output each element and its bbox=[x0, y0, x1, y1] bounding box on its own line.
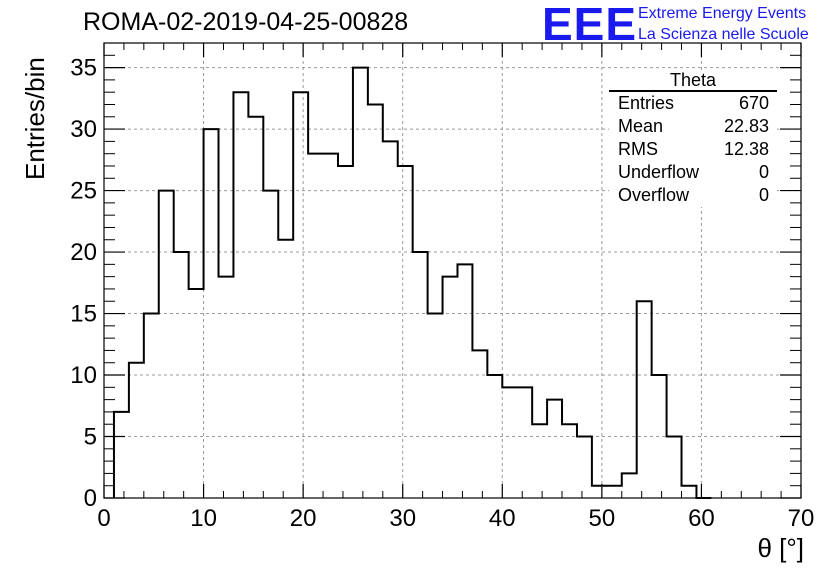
stats-row-entries: Entries 670 bbox=[609, 92, 777, 115]
stats-label: Entries bbox=[618, 93, 675, 113]
stats-value: 22.83 bbox=[723, 116, 769, 136]
histogram-bin bbox=[219, 277, 234, 498]
x-tick-label: 10 bbox=[190, 505, 217, 532]
histogram-bin bbox=[189, 289, 204, 498]
histogram-bin bbox=[517, 387, 532, 498]
histogram-bin bbox=[338, 166, 353, 498]
y-tick-label: 25 bbox=[70, 178, 97, 205]
histogram-bin bbox=[174, 252, 189, 498]
histogram-bin bbox=[368, 104, 383, 498]
y-tick-label: 0 bbox=[84, 485, 97, 512]
logo-line-2: La Scienza nelle Scuole bbox=[638, 26, 809, 43]
histogram-bin bbox=[144, 314, 159, 498]
y-tick-label: 30 bbox=[70, 116, 97, 143]
chart-title: ROMA-02-2019-04-25-00828 bbox=[83, 8, 409, 36]
stats-value: 12.38 bbox=[723, 139, 769, 159]
histogram-bin bbox=[682, 486, 697, 498]
stats-label: Overflow bbox=[618, 185, 690, 205]
stats-value: 0 bbox=[758, 185, 769, 205]
histogram-bin bbox=[248, 117, 263, 498]
histogram-bin bbox=[233, 92, 248, 498]
histogram-bin bbox=[428, 314, 443, 498]
eee-logo: EEE bbox=[542, 0, 638, 50]
y-tick-label: 35 bbox=[70, 55, 97, 82]
histogram-bin bbox=[308, 154, 323, 498]
x-tick-label: 40 bbox=[489, 505, 516, 532]
stats-label: Mean bbox=[618, 116, 664, 136]
x-tick-label: 20 bbox=[290, 505, 317, 532]
x-tick-label: 60 bbox=[688, 505, 715, 532]
stats-value: 0 bbox=[758, 162, 769, 182]
histogram-bin bbox=[293, 92, 308, 498]
histogram-bin bbox=[547, 400, 562, 498]
y-tick-label: 20 bbox=[70, 239, 97, 266]
y-axis-label: Entries/bin bbox=[20, 57, 50, 180]
histogram-bin bbox=[607, 486, 622, 498]
histogram-bin bbox=[323, 154, 338, 498]
histogram-bin bbox=[278, 240, 293, 498]
histogram-bin bbox=[532, 424, 547, 498]
histogram-bin bbox=[637, 301, 652, 498]
histogram-bin bbox=[129, 363, 144, 498]
histogram-bin bbox=[622, 473, 637, 498]
x-axis-label: θ [°] bbox=[757, 533, 804, 563]
stats-label: Underflow bbox=[618, 162, 700, 182]
histogram-bin bbox=[502, 387, 517, 498]
histogram-bin bbox=[457, 264, 472, 498]
y-tick-label: 5 bbox=[84, 424, 97, 451]
histogram-bin bbox=[487, 375, 502, 498]
histogram-bin bbox=[577, 437, 592, 498]
histogram-bin bbox=[472, 350, 487, 498]
x-tick-label: 70 bbox=[788, 505, 815, 532]
plot-frame bbox=[103, 42, 802, 499]
histogram-bin bbox=[398, 166, 413, 498]
histogram-outline bbox=[112, 66, 712, 499]
stats-label: RMS bbox=[618, 139, 658, 159]
histogram-bin bbox=[353, 68, 368, 498]
stats-row-underflow: Underflow 0 bbox=[609, 161, 777, 184]
histogram-bin bbox=[114, 412, 129, 498]
histogram-bin bbox=[159, 191, 174, 498]
stats-row-overflow: Overflow 0 bbox=[609, 184, 777, 207]
x-tick-label: 0 bbox=[97, 505, 110, 532]
x-tick-label: 30 bbox=[389, 505, 416, 532]
y-tick-label: 10 bbox=[70, 362, 97, 389]
stats-box: Theta Entries 670 Mean 22.83 RMS 12.38 U… bbox=[609, 70, 777, 207]
histogram-bin bbox=[652, 375, 667, 498]
histogram-bin bbox=[443, 277, 458, 498]
stats-row-rms: RMS 12.38 bbox=[609, 138, 777, 161]
histogram-bin bbox=[562, 424, 577, 498]
histogram-bin bbox=[413, 252, 428, 498]
histogram-bin bbox=[204, 129, 219, 498]
x-tick-label: 50 bbox=[589, 505, 616, 532]
stats-title: Theta bbox=[609, 70, 777, 92]
logo-line-1: Extreme Energy Events bbox=[638, 5, 807, 22]
stats-row-mean: Mean 22.83 bbox=[609, 115, 777, 138]
histogram-bin bbox=[592, 486, 607, 498]
histogram-bin bbox=[383, 141, 398, 498]
stats-value: 670 bbox=[738, 93, 769, 113]
histogram-bin bbox=[667, 437, 682, 498]
histogram-bin bbox=[263, 191, 278, 498]
y-tick-label: 15 bbox=[70, 301, 97, 328]
